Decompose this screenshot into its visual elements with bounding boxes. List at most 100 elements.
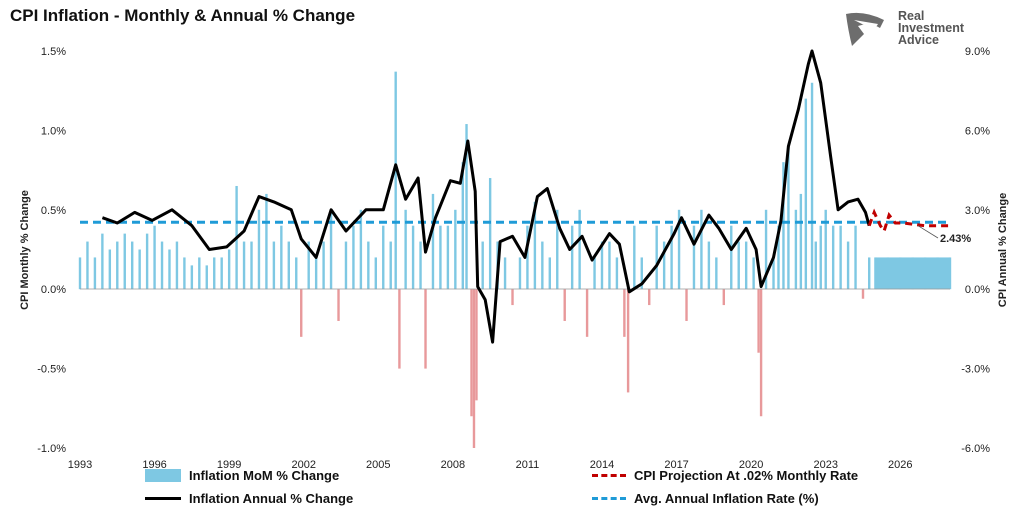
mom-bar — [548, 257, 551, 290]
mom-bar — [578, 209, 581, 290]
mom-bar — [839, 225, 842, 290]
x-tick-label: 2014 — [590, 459, 614, 471]
mom-bar — [600, 241, 604, 290]
mom-bar — [503, 257, 507, 290]
mom-bar — [337, 289, 340, 321]
mom-bar — [526, 225, 529, 290]
projection-line — [867, 208, 950, 235]
mom-bar — [300, 289, 303, 337]
x-tick-label: 2017 — [664, 459, 688, 471]
legend-annual-swatch — [145, 497, 181, 500]
mom-bar — [461, 162, 464, 290]
mom-bar — [280, 225, 283, 290]
mom-bar — [359, 209, 363, 290]
mom-bar — [116, 241, 119, 290]
legend-annual: Inflation Annual % Change — [145, 491, 353, 506]
x-tick-label: 2005 — [366, 459, 390, 471]
mom-bar — [394, 71, 397, 290]
mom-bar — [677, 209, 681, 290]
mom-bar — [608, 241, 611, 290]
mom-bar — [131, 241, 134, 290]
mom-bar — [472, 289, 476, 448]
mom-bar — [648, 289, 651, 306]
mom-bar — [374, 257, 377, 290]
mom-bar — [777, 225, 780, 290]
mom-bar — [799, 193, 803, 290]
y-right-tick-label: -3.0% — [961, 364, 990, 376]
mom-bar — [398, 289, 401, 369]
y-left-tick-label: 1.5% — [41, 46, 66, 58]
mom-bars — [78, 71, 952, 448]
mom-bar — [744, 241, 748, 290]
y-left-tick-label: 0.0% — [41, 284, 66, 296]
mom-bar — [810, 82, 814, 290]
x-tick-label: 2002 — [291, 459, 315, 471]
mom-bar — [585, 289, 589, 337]
mom-bar — [175, 241, 179, 290]
mom-bar — [138, 249, 141, 290]
mom-bar — [854, 225, 857, 290]
mom-bar — [593, 257, 596, 290]
legend-average-swatch — [592, 497, 626, 500]
mom-bar — [662, 241, 666, 290]
mom-bar — [424, 289, 427, 369]
y-right-tick-label: 9.0% — [965, 46, 990, 58]
mom-bar — [160, 241, 164, 290]
mom-bar — [700, 209, 703, 290]
mom-bar — [86, 241, 89, 290]
mom-bar — [295, 257, 298, 290]
mom-bar — [145, 233, 149, 290]
legend-projection-swatch — [592, 474, 626, 477]
mom-bar — [470, 289, 473, 417]
mom-bar — [382, 225, 385, 290]
x-tick-label: 2026 — [888, 459, 912, 471]
mom-bar — [475, 289, 478, 401]
mom-bar — [419, 241, 422, 290]
mom-bar — [352, 225, 355, 290]
mom-bar — [439, 225, 442, 290]
legend-mom-label: Inflation MoM % Change — [189, 468, 340, 483]
mom-bar — [722, 289, 725, 306]
mom-bar — [730, 225, 733, 290]
logo-line-2: Investment — [898, 21, 964, 35]
mom-bar — [227, 249, 231, 290]
mom-bar — [640, 257, 643, 290]
annual-line — [101, 49, 871, 344]
y-left-tick-label: -1.0% — [37, 443, 66, 455]
y-left-tick-label: -0.5% — [37, 364, 66, 376]
x-tick-label: 1999 — [217, 459, 241, 471]
mom-bar — [846, 241, 850, 290]
mom-bar — [488, 178, 492, 290]
x-tick-label: 2023 — [813, 459, 837, 471]
mom-bar — [257, 209, 261, 290]
mom-bar — [752, 257, 755, 290]
mom-bar — [670, 225, 673, 290]
mom-bar — [819, 225, 822, 290]
x-tick-label: 1993 — [68, 459, 92, 471]
mom-bar — [213, 257, 216, 290]
mom-projection-block — [875, 257, 950, 290]
mom-bar — [108, 249, 112, 290]
chart-title: CPI Inflation - Monthly & Annual % Chang… — [10, 6, 356, 25]
x-tick-label: 2011 — [516, 459, 540, 471]
mom-bar — [307, 241, 310, 290]
mom-bar — [446, 225, 450, 290]
mom-bar — [431, 193, 435, 290]
legend-mom-swatch — [145, 469, 181, 482]
mom-bar — [168, 249, 171, 290]
mom-bar — [737, 241, 740, 290]
legend-mom: Inflation MoM % Change — [145, 468, 339, 483]
mom-bar — [322, 241, 325, 290]
annotation-label: 2.43% — [940, 233, 971, 245]
x-tick-label: 2020 — [739, 459, 763, 471]
mom-bar — [344, 241, 348, 290]
mom-bar — [772, 257, 775, 290]
mom-bar — [626, 289, 630, 393]
mom-bar — [759, 289, 763, 417]
mom-bar — [198, 257, 201, 290]
mom-bar — [787, 146, 790, 290]
mom-bar — [190, 265, 194, 290]
mom-bar — [861, 289, 865, 299]
logo-line-1: Real — [898, 9, 925, 23]
mom-bar — [250, 241, 253, 290]
